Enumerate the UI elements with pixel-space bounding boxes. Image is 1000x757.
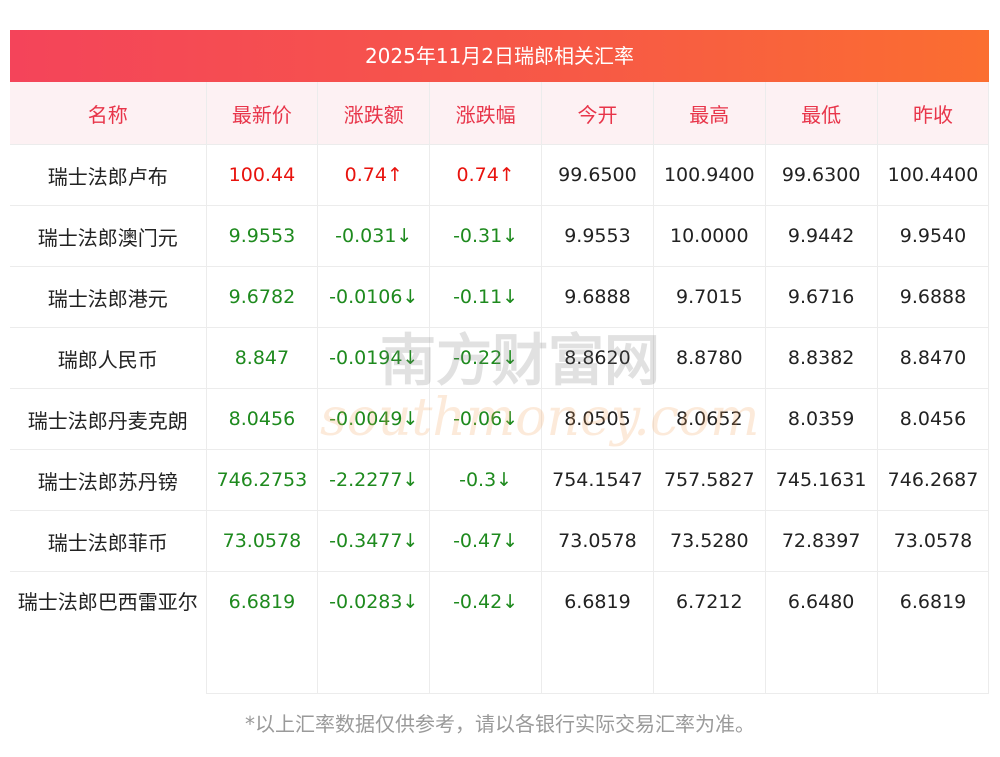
cell-latest: 8.847	[206, 327, 319, 389]
cell-change: -2.2277↓	[317, 449, 431, 511]
table-row: 瑞士法郎卢布 100.44 0.74↑ 0.74↑ 99.6500 100.9400 99.…	[10, 144, 990, 206]
cell-latest: 746.2753	[206, 449, 319, 511]
cell-prev: 100.4400	[877, 144, 990, 206]
currency-name: 瑞郎人民币	[10, 327, 207, 389]
cell-open: 73.0578	[541, 510, 654, 572]
header-pct: 涨跌幅	[429, 82, 543, 145]
cell-low: 745.1631	[765, 449, 878, 511]
cell-low: 8.8382	[765, 327, 878, 389]
cell-prev: 746.2687	[877, 449, 990, 511]
header-change: 涨跌额	[317, 82, 431, 145]
cell-low: 9.9442	[765, 205, 878, 267]
cell-high: 73.5280	[653, 510, 766, 572]
header-latest: 最新价	[206, 82, 319, 145]
cell-change: -0.0194↓	[317, 327, 431, 389]
cell-high: 757.5827	[653, 449, 766, 511]
header-open: 今开	[541, 82, 654, 145]
cell-change: 0.74↑	[317, 144, 431, 206]
cell-pct: -0.11↓	[429, 266, 543, 328]
cell-pct: -0.47↓	[429, 510, 543, 572]
cell-low: 99.6300	[765, 144, 878, 206]
cell-latest: 9.6782	[206, 266, 319, 328]
cell-pct: -0.42↓	[429, 571, 543, 694]
cell-pct: 0.74↑	[429, 144, 543, 206]
cell-change: -0.031↓	[317, 205, 431, 267]
currency-name: 瑞士法郎丹麦克朗	[10, 388, 207, 450]
cell-change: -0.0283↓	[317, 571, 431, 694]
cell-open: 99.6500	[541, 144, 654, 206]
cell-high: 10.0000	[653, 205, 766, 267]
cell-latest: 8.0456	[206, 388, 319, 450]
cell-prev: 73.0578	[877, 510, 990, 572]
header-row: 名称 最新价 涨跌额 涨跌幅 今开 最高 最低 昨收	[10, 82, 990, 145]
cell-pct: -0.3↓	[429, 449, 543, 511]
cell-high: 9.7015	[653, 266, 766, 328]
table-row: 瑞士法郎巴西雷亚尔 6.6819 -0.0283↓ -0.42↓ 6.6819 6.721…	[10, 571, 990, 694]
cell-low: 9.6716	[765, 266, 878, 328]
cell-open: 9.6888	[541, 266, 654, 328]
cell-high: 6.7212	[653, 571, 766, 694]
cell-pct: -0.31↓	[429, 205, 543, 267]
cell-open: 6.6819	[541, 571, 654, 694]
disclaimer-note: *以上汇率数据仅供参考，请以各银行实际交易汇率为准。	[245, 712, 755, 736]
cell-latest: 73.0578	[206, 510, 319, 572]
cell-high: 100.9400	[653, 144, 766, 206]
cell-low: 6.6480	[765, 571, 878, 694]
cell-pct: -0.06↓	[429, 388, 543, 450]
cell-latest: 100.44	[206, 144, 319, 206]
cell-low: 72.8397	[765, 510, 878, 572]
table-row: 瑞士法郎丹麦克朗 8.0456 -0.0049↓ -0.06↓ 8.0505 8.0652…	[10, 388, 990, 450]
cell-high: 8.0652	[653, 388, 766, 450]
header-low: 最低	[765, 82, 878, 145]
header-name: 名称	[10, 82, 207, 145]
cell-latest: 9.9553	[206, 205, 319, 267]
currency-name: 瑞士法郎巴西雷亚尔	[10, 571, 207, 693]
cell-prev: 9.9540	[877, 205, 990, 267]
cell-change: -0.0049↓	[317, 388, 431, 450]
cell-change: -0.3477↓	[317, 510, 431, 572]
cell-low: 8.0359	[765, 388, 878, 450]
table-row: 瑞士法郎菲币 73.0578 -0.3477↓ -0.47↓ 73.0578 73.528…	[10, 510, 990, 572]
cell-pct: -0.22↓	[429, 327, 543, 389]
currency-name: 瑞士法郎苏丹镑	[10, 449, 207, 511]
cell-prev: 9.6888	[877, 266, 990, 328]
rate-panel: 2025年11月2日瑞郎相关汇率 名称 最新价 涨跌额 涨跌幅 今开 最高 最低…	[10, 30, 990, 694]
table-row: 瑞士法郎澳门元 9.9553 -0.031↓ -0.31↓ 9.9553 10.0000 9…	[10, 205, 990, 267]
cell-high: 8.8780	[653, 327, 766, 389]
header-high: 最高	[653, 82, 766, 145]
cell-prev: 8.8470	[877, 327, 990, 389]
table-row: 瑞郎人民币 8.847 -0.0194↓ -0.22↓ 8.8620 8.8780 8.83…	[10, 327, 990, 389]
exchange-rate-table: 名称 最新价 涨跌额 涨跌幅 今开 最高 最低 昨收 瑞士法郎卢布 100.44 0…	[10, 82, 990, 694]
cell-open: 9.9553	[541, 205, 654, 267]
table-row: 瑞士法郎港元 9.6782 -0.0106↓ -0.11↓ 9.6888 9.7015 9.…	[10, 266, 990, 328]
cell-open: 8.8620	[541, 327, 654, 389]
table-row: 瑞士法郎苏丹镑 746.2753 -2.2277↓ -0.3↓ 754.1547 757.…	[10, 449, 990, 511]
cell-open: 8.0505	[541, 388, 654, 450]
cell-open: 754.1547	[541, 449, 654, 511]
currency-name: 瑞士法郎菲币	[10, 510, 207, 572]
currency-name: 瑞士法郎澳门元	[10, 205, 207, 267]
table-title: 2025年11月2日瑞郎相关汇率	[10, 30, 989, 82]
cell-prev: 8.0456	[877, 388, 990, 450]
currency-name: 瑞士法郎卢布	[10, 144, 207, 206]
currency-name: 瑞士法郎港元	[10, 266, 207, 328]
cell-latest: 6.6819	[206, 571, 319, 694]
cell-change: -0.0106↓	[317, 266, 431, 328]
header-prev: 昨收	[877, 82, 990, 145]
cell-prev: 6.6819	[877, 571, 990, 694]
